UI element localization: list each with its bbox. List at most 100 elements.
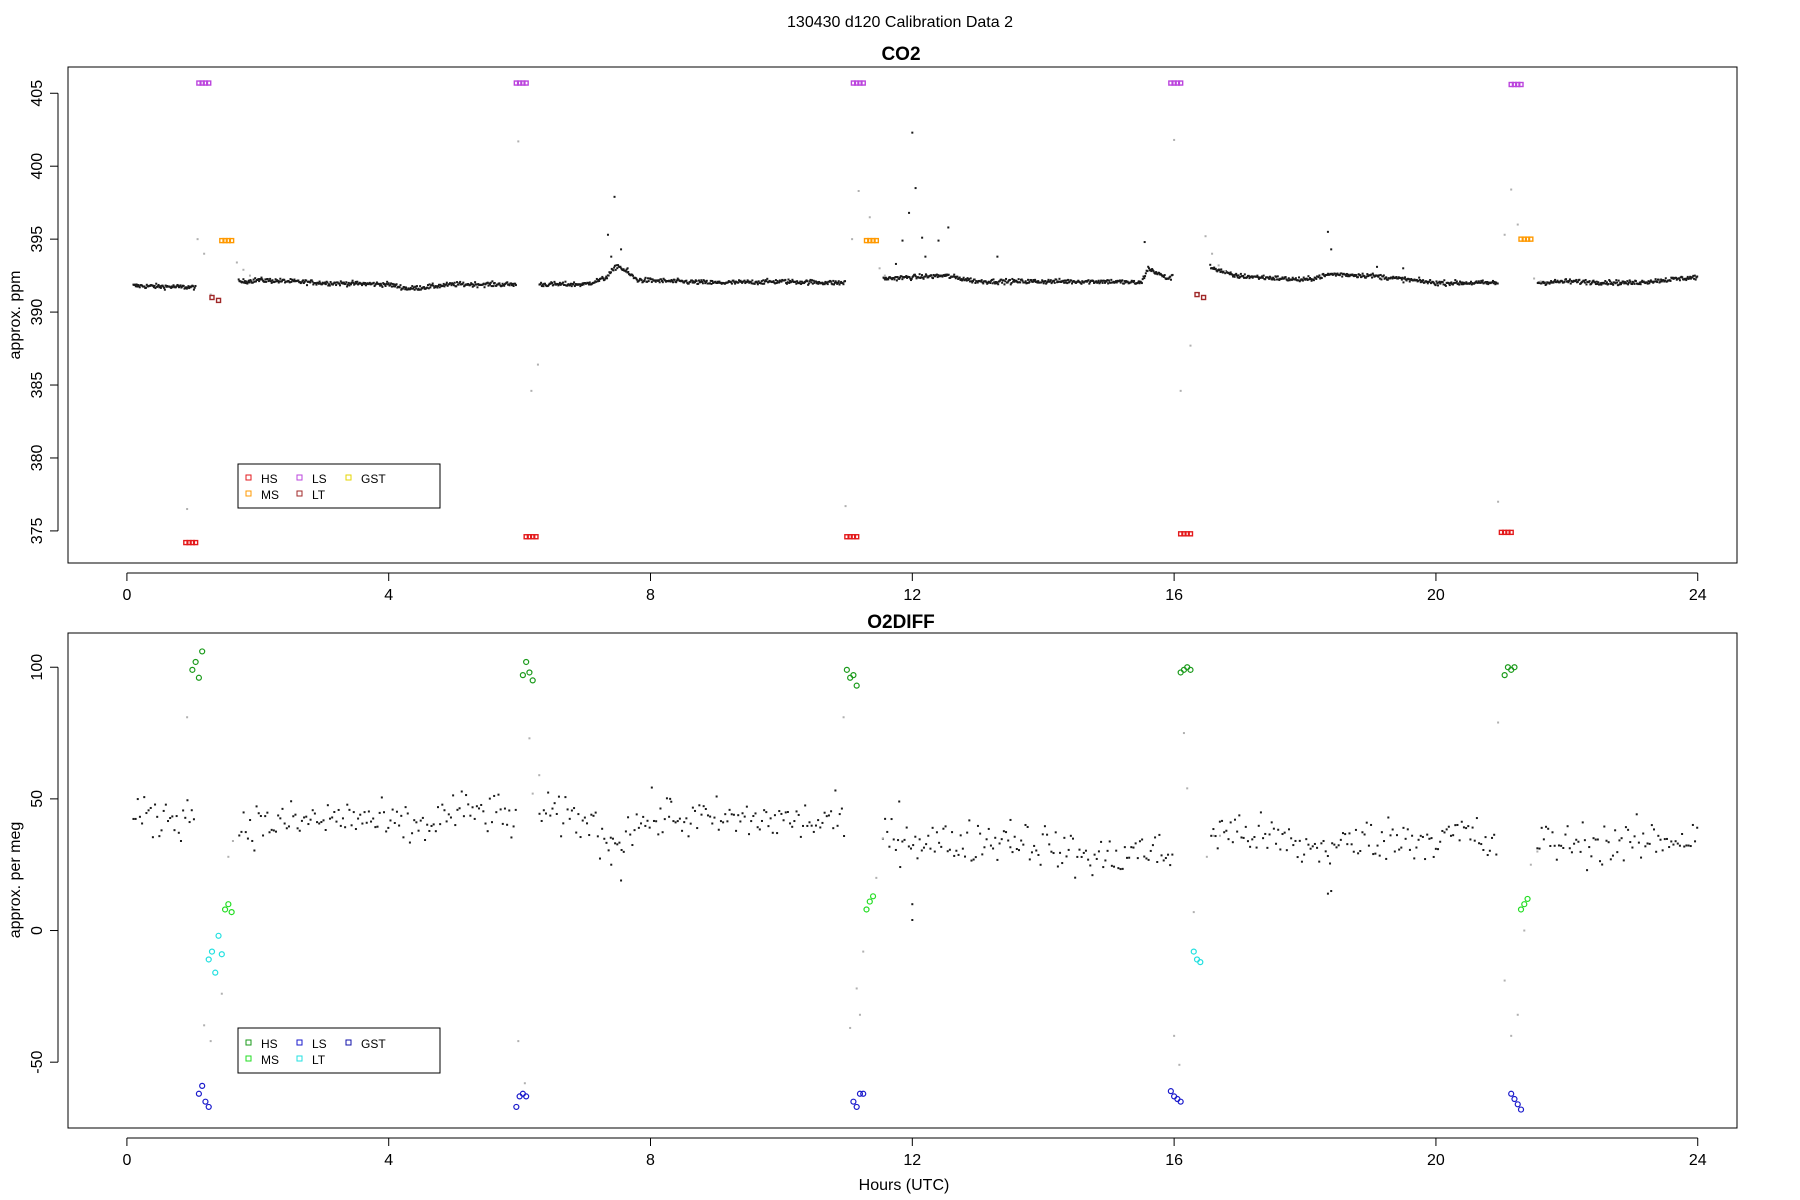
o2diff-sample-point xyxy=(1551,831,1554,834)
co2-sample-point xyxy=(1450,281,1453,284)
legend-label-ms-o2: MS xyxy=(261,1053,279,1067)
o2diff-sample-point xyxy=(1097,850,1100,853)
o2diff-sample-point xyxy=(473,817,476,820)
co2-sample-point xyxy=(1378,274,1381,277)
co2-sample-point xyxy=(1481,279,1484,282)
o2diff-sample-point xyxy=(173,829,176,832)
co2-sample-point xyxy=(1037,280,1040,283)
o2diff-sample-point xyxy=(281,807,284,810)
co2-sample-point xyxy=(1320,277,1323,280)
o2diff-sample-point xyxy=(940,845,943,848)
o2diff-sample-point xyxy=(497,793,500,796)
o2diff-sample-point xyxy=(305,815,308,818)
o2diff-ms-point xyxy=(1521,901,1528,908)
co2-sample-point xyxy=(410,287,413,290)
o2diff-ms-point xyxy=(863,906,870,913)
co2-sample-point xyxy=(1605,282,1608,285)
co2-flush-point xyxy=(844,505,847,508)
o2diff-sample-point xyxy=(363,811,366,814)
co2-hs-point xyxy=(526,534,533,540)
co2-sample-point xyxy=(259,278,262,281)
co2-sample-point xyxy=(1098,282,1101,285)
co2-ls-point xyxy=(523,80,529,86)
co2-sample-point xyxy=(1341,275,1344,278)
co2-sample-point xyxy=(1169,278,1172,281)
co2-sample-point xyxy=(799,280,802,283)
o2diff-sample-point xyxy=(1596,838,1599,841)
co2-sample-point xyxy=(794,280,797,283)
co2-sample-point xyxy=(1696,275,1699,278)
o2diff-sample-point xyxy=(1318,860,1321,863)
co2-sample-point xyxy=(1401,276,1404,279)
co2-sample-point xyxy=(1345,272,1348,275)
o2diff-sample-point xyxy=(635,813,638,816)
co2-sample-point xyxy=(346,285,349,288)
o2diff-sample-point xyxy=(901,840,904,843)
o2diff-ls-point xyxy=(195,1090,203,1097)
co2-sample-point xyxy=(972,280,975,283)
o2diff-lt-point xyxy=(212,969,219,976)
o2diff-excursion-point xyxy=(669,797,672,800)
co2-ms-point xyxy=(863,237,870,244)
co2-sample-point xyxy=(838,283,841,286)
co2-sample-point xyxy=(243,281,246,284)
o2diff-sample-point xyxy=(361,822,364,825)
co2-sample-point xyxy=(413,288,416,291)
o2diff-flush-point xyxy=(1205,855,1208,858)
o2diff-sample-point xyxy=(290,800,293,803)
co2-sample-point xyxy=(1493,280,1496,283)
co2-sample-point xyxy=(669,280,672,283)
o2diff-sample-point xyxy=(1046,833,1049,836)
o2diff-sample-point xyxy=(1059,851,1062,854)
co2-sample-point xyxy=(1627,281,1630,284)
co2-sample-point xyxy=(471,285,474,288)
o2diff-sample-point xyxy=(741,812,744,815)
co2-sample-point xyxy=(1405,279,1408,282)
co2-sample-point xyxy=(924,273,927,276)
co2-sample-point xyxy=(914,275,917,278)
co2-sample-point xyxy=(1216,270,1219,273)
o2diff-sample-point xyxy=(583,816,586,819)
co2-sample-point xyxy=(1689,277,1692,280)
o2diff-hs-point xyxy=(192,658,199,666)
o2diff-sample-point xyxy=(1151,844,1154,847)
co2-hs-point xyxy=(523,534,529,540)
o2diff-sample-point xyxy=(555,812,558,815)
o2diff-sample-point xyxy=(1657,834,1660,837)
legend-label-ms: MS xyxy=(261,488,279,502)
co2-sample-point xyxy=(193,286,196,289)
o2diff-sample-point xyxy=(933,850,936,853)
o2diff-sample-point xyxy=(1115,849,1118,852)
co2-sample-point xyxy=(1340,272,1343,275)
o2diff-sample-point xyxy=(1339,838,1342,841)
co2-sample-point xyxy=(1575,278,1578,281)
co2-sample-point xyxy=(653,279,656,282)
co2-sample-point xyxy=(170,286,173,289)
co2-sample-point xyxy=(293,278,296,281)
o2diff-sample-point xyxy=(246,837,249,840)
co2-sample-point xyxy=(1080,282,1083,285)
co2-sample-point xyxy=(1052,279,1055,282)
o2diff-flush-point xyxy=(1510,1034,1513,1037)
co2-sample-point xyxy=(834,280,837,283)
o2diff-sample-point xyxy=(1467,825,1470,828)
co2-sample-point xyxy=(569,282,572,285)
co2-sample-point xyxy=(1400,277,1403,280)
o2diff-sample-point xyxy=(1214,835,1217,838)
co2-sample-point xyxy=(249,279,252,282)
o2diff-sample-point xyxy=(1352,850,1355,853)
co2-sample-point xyxy=(310,279,313,282)
o2diff-sample-point xyxy=(739,820,742,823)
co2-flush-point xyxy=(1503,233,1506,236)
co2-excursion-point xyxy=(620,248,623,251)
o2diff-sample-point xyxy=(514,808,517,811)
co2-sample-point xyxy=(386,283,389,286)
o2diff-sample-point xyxy=(292,815,295,818)
co2-sample-point xyxy=(1588,280,1591,283)
o2diff-sample-point xyxy=(1130,846,1133,849)
o2diff-sample-point xyxy=(266,811,269,814)
co2-sample-point xyxy=(268,279,271,282)
o2diff-sample-point xyxy=(1586,869,1589,872)
o2diff-sample-point xyxy=(918,838,921,841)
